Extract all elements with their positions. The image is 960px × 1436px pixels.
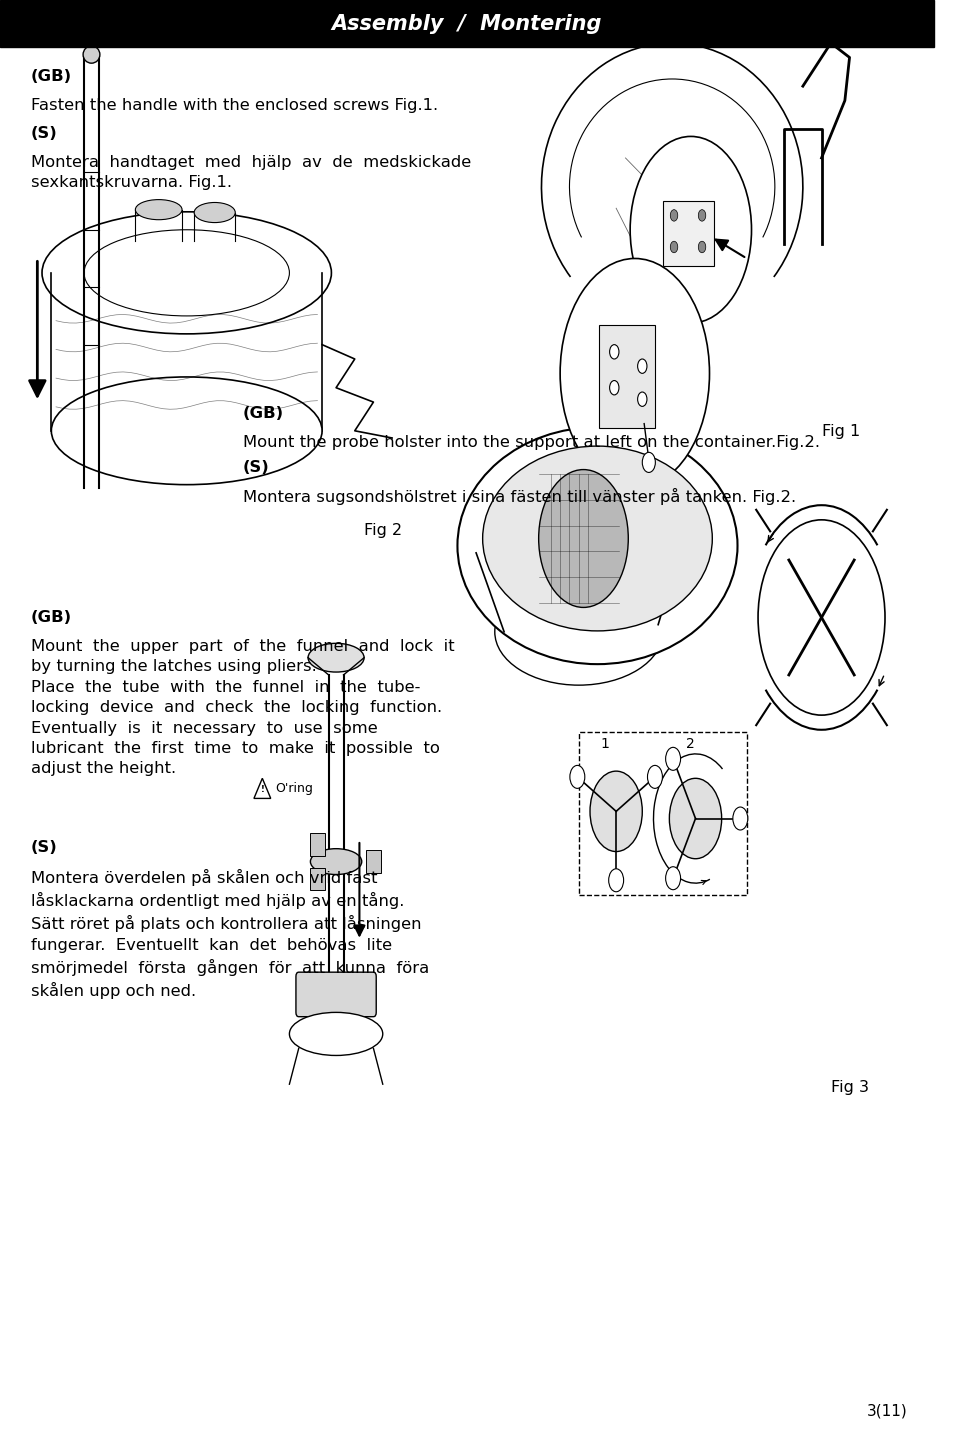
Circle shape (670, 210, 678, 221)
Text: (GB): (GB) (31, 69, 72, 83)
Circle shape (698, 241, 706, 253)
FancyBboxPatch shape (296, 972, 376, 1017)
Text: (GB): (GB) (31, 610, 72, 625)
Text: 1: 1 (601, 737, 610, 751)
Bar (366, 850, 381, 873)
Circle shape (609, 869, 624, 892)
Text: (S): (S) (243, 460, 270, 474)
Circle shape (570, 765, 585, 788)
Text: O'ring: O'ring (276, 781, 313, 796)
Ellipse shape (289, 1012, 383, 1055)
Ellipse shape (308, 643, 364, 672)
Ellipse shape (194, 202, 235, 223)
Text: Fig 2: Fig 2 (364, 523, 402, 537)
Text: Fasten the handle with the enclosed screws Fig.1.: Fasten the handle with the enclosed scre… (31, 98, 438, 112)
Text: Assembly  /  Montering: Assembly / Montering (331, 14, 602, 33)
Circle shape (669, 778, 722, 859)
Bar (310, 833, 324, 856)
Circle shape (758, 520, 885, 715)
Circle shape (590, 771, 642, 852)
Ellipse shape (310, 849, 362, 875)
Bar (662, 201, 714, 266)
Text: Mount the probe holster into the support at left on the container.Fig.2.: Mount the probe holster into the support… (243, 435, 820, 449)
Circle shape (670, 241, 678, 253)
Text: 2: 2 (686, 737, 695, 751)
Circle shape (642, 452, 656, 472)
Circle shape (665, 867, 681, 890)
Ellipse shape (483, 447, 712, 630)
Text: Fig 1: Fig 1 (822, 424, 860, 438)
Ellipse shape (135, 200, 182, 220)
Circle shape (560, 258, 709, 488)
Polygon shape (254, 778, 271, 798)
Circle shape (610, 345, 619, 359)
Text: Montera sugsondshölstret i sina fästen till vänster på tanken. Fig.2.: Montera sugsondshölstret i sina fästen t… (243, 488, 796, 505)
Circle shape (610, 381, 619, 395)
Bar (599, 325, 656, 428)
Text: Montera  handtaget  med  hjälp  av  de  medskickade
sexkantskruvarna. Fig.1.: Montera handtaget med hjälp av de medski… (31, 155, 471, 191)
Text: (S): (S) (31, 126, 58, 141)
Text: Montera överdelen på skålen och vrid fast
låsklackarna ordentligt med hjälp av e: Montera överdelen på skålen och vrid fas… (31, 869, 429, 999)
Bar (579, 732, 747, 895)
Text: Fig 3: Fig 3 (830, 1080, 869, 1094)
Circle shape (647, 765, 662, 788)
Bar (0, 0, 933, 47)
Text: 3(11): 3(11) (867, 1404, 907, 1419)
Circle shape (665, 747, 681, 770)
Text: (GB): (GB) (243, 406, 284, 421)
Circle shape (732, 807, 748, 830)
Text: Mount  the  upper  part  of  the  funnel  and  lock  it
by turning the latches u: Mount the upper part of the funnel and l… (31, 639, 454, 777)
Ellipse shape (458, 428, 737, 663)
Text: (S): (S) (31, 840, 58, 854)
Ellipse shape (494, 579, 662, 685)
Ellipse shape (84, 230, 289, 316)
Circle shape (637, 392, 647, 406)
Text: !: ! (260, 785, 264, 794)
Bar (310, 867, 324, 890)
Ellipse shape (51, 378, 322, 485)
Circle shape (698, 210, 706, 221)
Ellipse shape (84, 46, 100, 63)
Circle shape (637, 359, 647, 373)
Circle shape (539, 470, 628, 607)
Ellipse shape (42, 211, 331, 333)
Circle shape (630, 136, 752, 323)
